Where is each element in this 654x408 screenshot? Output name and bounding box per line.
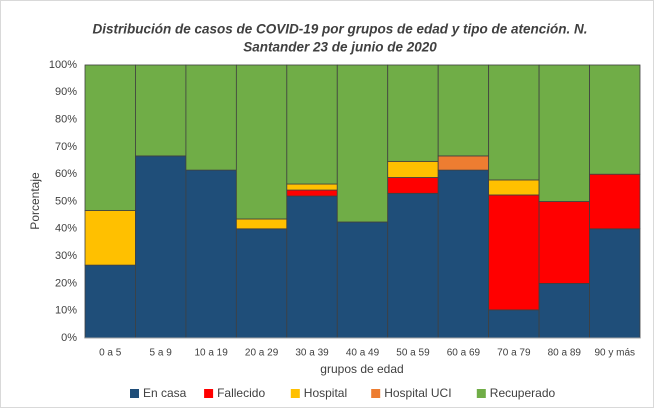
bar-segment [185,169,237,339]
x-tick-label: 50 a 59 [396,348,430,359]
x-tick-label: 90 y más [594,348,635,359]
legend-label: Hospital [304,386,347,400]
legend-label: En casa [143,386,187,400]
y-tick-label: 40% [55,223,77,235]
legend-label: Hospital UCI [384,386,451,400]
bar-segment [387,177,439,194]
bar-segment [185,64,237,171]
bar-segment [235,228,288,339]
x-tick-label: 0 a 5 [99,348,122,359]
x-tick-label: 70 a 79 [497,348,531,359]
bar-segment [589,173,641,230]
bar-segment [336,64,389,223]
legend-label: Fallecido [217,386,265,400]
y-tick-label: 10% [55,305,77,317]
bar-segment [84,264,136,339]
bar-segment [387,192,439,339]
y-tick-label: 80% [55,114,77,126]
chart-title: Distribución de casos de COVID-19 por gr… [92,22,587,37]
y-tick-label: 60% [55,168,77,180]
y-tick-label: 0% [61,332,77,344]
x-tick-label: 5 a 9 [150,348,173,359]
bar-segment [437,169,490,339]
legend-swatch [371,389,381,398]
bar-segment [387,160,439,178]
y-tick-label: 20% [55,277,77,289]
bar-segment [336,221,389,339]
bar-segment [538,64,590,202]
bar-segment [286,195,338,339]
y-tick-label: 70% [55,141,77,153]
bar-segment [589,64,641,175]
bar-segment [437,64,490,157]
y-tick-label: 100% [49,59,77,71]
legend-swatch [476,389,486,398]
bar-segment [538,282,590,339]
bar-segment [286,189,338,197]
x-axis-label: grupos de edad [320,362,403,376]
bar-segment [488,309,540,339]
x-tick-label: 80 a 89 [548,348,582,359]
x-tick-label: 30 a 39 [295,348,329,359]
bar-segment [135,64,187,157]
bar-segment [84,210,136,266]
legend-swatch [130,389,139,398]
y-tick-label: 90% [55,86,77,98]
x-tick-label: 40 a 49 [346,348,380,359]
x-tick-label: 60 a 69 [447,348,481,359]
chart-title: Santander 23 de junio de 2020 [243,40,437,55]
legend-label: Recuperado [490,386,556,400]
bar-segment [589,228,641,339]
x-tick-label: 20 a 29 [245,348,279,359]
bar-segment [387,64,439,162]
legend-swatch [290,389,300,398]
bar-segment [235,218,288,230]
bar-segment [286,183,338,191]
legend-swatch [204,389,214,398]
y-tick-label: 50% [55,195,77,207]
bar-segment [488,64,540,181]
bar-segment [235,64,288,220]
bar-segment [84,64,136,211]
bar-segment [286,64,338,185]
y-axis-label: Porcentaje [28,172,42,230]
bar-segment [135,155,187,339]
y-tick-label: 30% [55,250,77,262]
bar-segment [488,194,540,311]
x-tick-label: 10 a 19 [194,348,228,359]
bar-segment [437,155,490,171]
bar-segment [538,201,590,284]
bar-segment [488,179,540,196]
